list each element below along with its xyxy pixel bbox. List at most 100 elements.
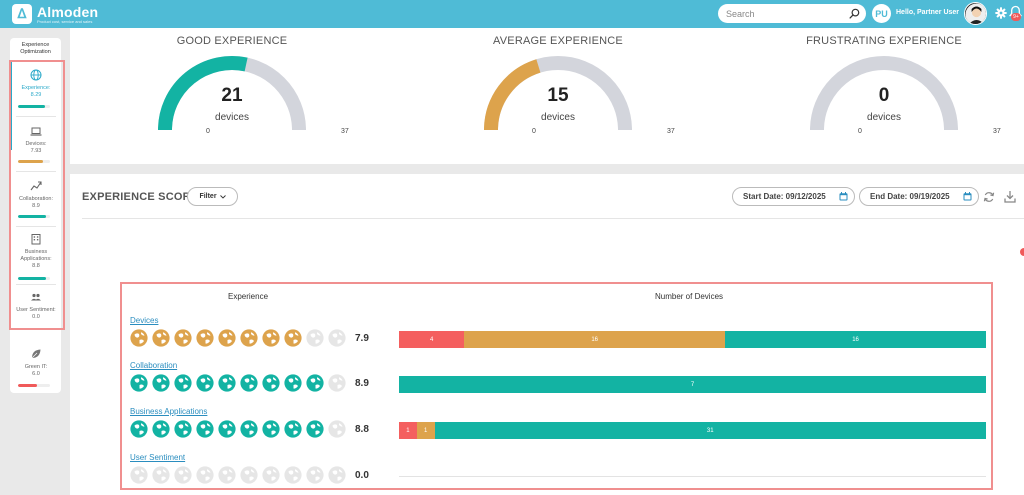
end-date-button[interactable]: End Date: 09/19/2025 (859, 187, 979, 206)
rating-globe-icon (218, 374, 236, 392)
user-photo-icon (965, 3, 986, 24)
bar-segment-good[interactable]: 31 (434, 422, 986, 439)
sidebar-divider (16, 226, 56, 227)
sidebar-item-collaboration[interactable]: Collaboration: 8.9 (14, 180, 58, 224)
sidebar-item-user-sentiment[interactable]: User Sentiment: 0.0 (14, 291, 58, 333)
gauge-arc (158, 56, 306, 131)
category-score: 0.0 (355, 470, 369, 481)
rating-globe-icon (196, 466, 214, 484)
refresh-icon[interactable] (983, 191, 995, 203)
trend-icon (30, 181, 42, 191)
settings-gear-icon[interactable] (995, 7, 1007, 19)
category-link[interactable]: Collaboration (130, 361, 178, 370)
sidebar-item-value: 8.29 (30, 92, 42, 98)
search-box (718, 4, 866, 23)
gauge-frustrating-experience: FRUSTRATING EXPERIENCE 0 devices 0 37 (769, 28, 1001, 164)
gauge-title: AVERAGE EXPERIENCE (493, 35, 623, 47)
sidebar-item-value: 8.9 (32, 203, 40, 209)
gauge-min: 0 (532, 128, 536, 135)
gauge-value: 0 (878, 85, 890, 106)
section-title: EXPERIENCE SCORE (82, 191, 199, 203)
gauge-good-experience: GOOD EXPERIENCE 21 devices 0 37 (117, 28, 349, 164)
bar-segment-bad[interactable]: 4 (399, 331, 465, 348)
sidebar-item-green-it[interactable]: Green IT: 6.0 (14, 348, 58, 390)
device-stacked-bar: 1 1 31 (399, 422, 986, 439)
bar-segment-average[interactable]: 16 (464, 331, 726, 348)
bar-segment-average[interactable]: 1 (416, 422, 435, 439)
brand-mark-icon: ᐃ (12, 4, 32, 24)
column-header-experience: Experience (228, 292, 269, 301)
sidebar-score-bar (18, 215, 50, 218)
rating-globe-icon (196, 374, 214, 392)
rating-globe-icon (240, 329, 258, 347)
bar-segment-good[interactable]: 7 (399, 376, 986, 393)
gauge-min: 0 (858, 128, 862, 135)
rating-globe-icon (152, 420, 170, 438)
rating-globes (130, 374, 346, 392)
chevron-down-icon (219, 194, 226, 199)
gauge-max: 37 (341, 128, 349, 135)
sidebar-item-value: 6.0 (32, 371, 40, 377)
experience-score-panel: EXPERIENCE SCORE Filter Start Date: 09/1… (70, 174, 1024, 495)
leaf-icon (31, 349, 41, 359)
sidebar-score-bar (18, 105, 50, 108)
gauge-unit: devices (541, 112, 575, 123)
rating-globe-icon (130, 329, 148, 347)
gauge-min: 0 (206, 128, 210, 135)
search-icon[interactable] (849, 8, 860, 19)
bar-segment-good[interactable]: 16 (725, 331, 986, 348)
sidebar-item-label: Green IT: (24, 364, 48, 370)
user-initials-avatar[interactable]: PU (872, 4, 891, 23)
sidebar-item-value: 7.93 (30, 148, 42, 154)
search-input[interactable] (726, 6, 844, 21)
gauge-max: 37 (993, 128, 1001, 135)
gauge-arc (810, 56, 958, 131)
sidebar-score-bar (18, 160, 50, 163)
download-icon[interactable] (1004, 190, 1016, 203)
brand-logo[interactable]: ᐃ Almoden Product cost, service and sale… (12, 4, 98, 24)
rating-globe-icon (174, 374, 192, 392)
sidebar-item-experience[interactable]: Experience: 8.29 (14, 69, 58, 113)
category-link[interactable]: User Sentiment (130, 453, 186, 462)
edge-indicator[interactable] (1020, 248, 1024, 256)
user-photo-avatar[interactable] (964, 2, 987, 25)
rating-globe-icon (152, 466, 170, 484)
sidebar-divider (16, 116, 56, 117)
gauge-max: 37 (667, 128, 675, 135)
start-date-button[interactable]: Start Date: 09/12/2025 (732, 187, 855, 206)
experience-gauges-panel: GOOD EXPERIENCE 21 devices 0 37 AVERAGE … (70, 28, 1024, 164)
column-header-number-of-devices: Number of Devices (655, 292, 724, 301)
end-date-label: End Date: 09/19/2025 (870, 192, 950, 201)
sidebar-score-bar (18, 277, 50, 280)
rating-globe-icon (130, 420, 148, 438)
section-divider (82, 218, 1024, 219)
sidebar-item-label: Collaboration: (19, 196, 53, 202)
category-link[interactable]: Devices (130, 316, 159, 325)
rating-globe-icon (262, 374, 280, 392)
laptop-icon (30, 127, 42, 136)
bar-segment-bad[interactable]: 1 (399, 422, 417, 439)
user-greeting[interactable]: Hello, Partner User (896, 9, 960, 16)
rating-globe-icon (306, 466, 324, 484)
rating-globe-icon (328, 466, 346, 484)
rating-globe-icon (218, 420, 236, 438)
sidebar-item-business-applications[interactable]: Business Applications: 8.8 (14, 233, 58, 283)
sidebar-active-indicator (10, 62, 12, 150)
sidebar-item-label: Business Applications: (20, 249, 52, 262)
category-link[interactable]: Business Applications (130, 407, 208, 416)
device-stacked-bar: 7 (399, 376, 986, 393)
gauge-unit: devices (215, 112, 249, 123)
filter-button[interactable]: Filter (187, 187, 238, 206)
gauge-value: 21 (221, 85, 243, 106)
rating-globe-icon (284, 466, 302, 484)
building-icon (31, 234, 41, 245)
rating-globe-icon (240, 374, 258, 392)
rating-globe-icon (240, 466, 258, 484)
rating-globe-icon (284, 420, 302, 438)
users-icon (31, 293, 41, 301)
rating-globe-icon (152, 329, 170, 347)
sidebar-item-devices[interactable]: Devices: 7.93 (14, 125, 58, 169)
rating-globe-icon (218, 329, 236, 347)
rating-globe-icon (152, 374, 170, 392)
rating-globe-icon (174, 466, 192, 484)
